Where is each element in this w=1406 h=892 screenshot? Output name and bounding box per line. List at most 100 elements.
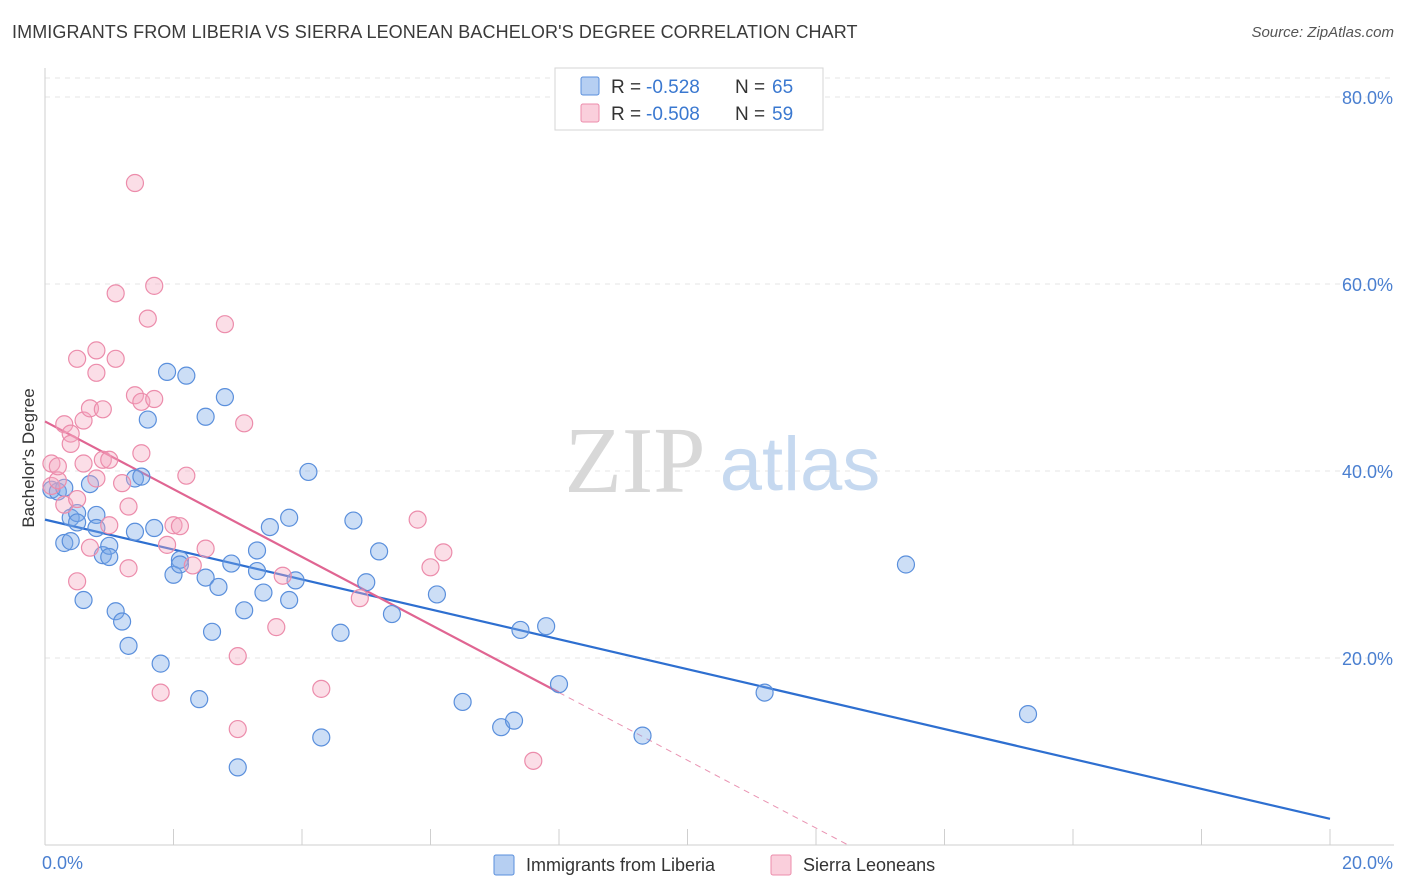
point-liberia-17: [119, 636, 138, 655]
legend-box: [554, 67, 824, 131]
point-sierra-leone-8: [68, 489, 87, 509]
data-points: [42, 173, 1038, 777]
series-legend: Immigrants from Liberia Sierra Leoneans: [493, 854, 935, 876]
legend-n-label-liberia: N =: [735, 77, 765, 98]
gridlines: [45, 77, 1394, 659]
point-sierra-leone-45: [267, 618, 286, 637]
point-liberia-24: [157, 362, 177, 381]
axes: [44, 68, 1394, 846]
point-sierra-leone-38: [177, 466, 196, 485]
point-liberia-25: [164, 565, 183, 584]
point-liberia-16: [112, 612, 132, 631]
point-liberia-47: [331, 623, 350, 642]
trend-lines: [44, 420, 1331, 846]
legend-swatch-liberia: [580, 76, 600, 96]
point-liberia-35: [222, 554, 241, 573]
point-liberia-61: [896, 555, 916, 574]
point-liberia-21: [138, 410, 157, 429]
point-liberia-20: [132, 467, 151, 486]
point-sierra-leone-25: [119, 559, 138, 578]
point-liberia-22: [145, 518, 164, 538]
point-sierra-leone-10: [68, 349, 87, 368]
point-sierra-leone-46: [273, 566, 292, 585]
y-tick-label-20: 20.0%: [1342, 649, 1393, 669]
point-liberia-56: [511, 620, 530, 640]
y-axis-label: Bachelor's Degree: [19, 388, 38, 527]
point-liberia-45: [299, 462, 318, 482]
series-legend-swatch-liberia: [493, 854, 515, 876]
legend-r-label-sierra-leone: R =: [611, 104, 641, 125]
point-sierra-leone-39: [183, 556, 202, 575]
point-liberia-23: [151, 654, 170, 673]
point-sierra-leone-28: [125, 386, 145, 405]
point-sierra-leone-9: [68, 572, 87, 591]
point-sierra-leone-47: [312, 679, 331, 698]
trend-line-liberia: [44, 518, 1331, 820]
point-sierra-leone-26: [119, 497, 138, 516]
legend-r-label-liberia: R =: [611, 77, 641, 98]
trend-line-sierra-leone: [44, 420, 560, 694]
point-liberia-28: [177, 366, 196, 385]
point-sierra-leone-31: [138, 309, 157, 328]
y-tick-label-60: 60.0%: [1342, 275, 1393, 295]
point-sierra-leone-27: [125, 173, 145, 193]
chart-title: IMMIGRANTS FROM LIBERIA VS SIERRA LEONEA…: [12, 22, 858, 42]
series-legend-label-sierra-leone: Sierra Leoneans: [803, 855, 935, 875]
y-tick-labels: 20.0% 40.0% 60.0% 80.0%: [1342, 88, 1393, 669]
legend-r-value-sierra-leone: -0.508: [646, 104, 700, 125]
point-liberia-30: [196, 407, 215, 426]
point-liberia-55: [504, 711, 524, 730]
point-sierra-leone-42: [228, 719, 247, 739]
point-sierra-leone-4: [55, 415, 74, 434]
point-sierra-leone-11: [74, 454, 93, 473]
point-liberia-31: [196, 568, 215, 587]
point-liberia-36: [228, 758, 247, 777]
point-sierra-leone-44: [235, 414, 254, 433]
point-liberia-18: [125, 522, 145, 541]
point-liberia-60: [755, 683, 774, 702]
point-sierra-leone-40: [196, 539, 215, 558]
x-tick-label-20: 20.0%: [1342, 853, 1393, 873]
point-liberia-8: [74, 590, 93, 610]
point-liberia-58: [549, 675, 569, 694]
point-sierra-leone-52: [524, 751, 543, 770]
legend-n-value-liberia: 65: [772, 77, 793, 98]
legend-swatch-sierra-leone: [580, 103, 600, 123]
point-liberia-42: [280, 590, 299, 610]
point-sierra-leone-22: [100, 516, 119, 535]
point-sierra-leone-13: [80, 538, 100, 557]
point-sierra-leone-51: [434, 543, 453, 562]
point-sierra-leone-7: [61, 434, 80, 453]
point-liberia-15: [106, 602, 125, 621]
point-sierra-leone-21: [106, 349, 125, 368]
point-sierra-leone-17: [87, 469, 106, 488]
point-sierra-leone-15: [87, 363, 106, 382]
point-sierra-leone-49: [408, 510, 427, 529]
point-sierra-leone-35: [157, 535, 177, 554]
point-liberia-29: [190, 690, 209, 709]
point-liberia-59: [633, 726, 652, 745]
x-tick-label-0: 0.0%: [42, 853, 83, 873]
point-sierra-leone-6: [61, 424, 80, 443]
legend-n-value-sierra-leone: 59: [772, 104, 793, 125]
point-liberia-33: [209, 577, 228, 597]
point-sierra-leone-23: [106, 284, 125, 303]
point-sierra-leone-41: [215, 315, 234, 334]
point-liberia-46: [312, 728, 331, 747]
correlation-legend: R = -0.528 N = 65 R = -0.508 N = 59: [554, 67, 824, 131]
point-liberia-32: [202, 622, 222, 641]
point-liberia-51: [382, 604, 402, 624]
trend-line-extension-sierra-leone: [558, 692, 849, 846]
point-liberia-10: [87, 505, 106, 525]
point-sierra-leone-20: [100, 450, 119, 469]
x-tick-labels: 0.0% 20.0%: [42, 853, 1393, 873]
legend-r-value-liberia: -0.528: [646, 77, 700, 98]
point-sierra-leone-43: [228, 647, 247, 666]
point-liberia-34: [215, 388, 234, 407]
point-liberia-6: [68, 503, 87, 523]
point-liberia-14: [100, 547, 119, 567]
point-liberia-38: [247, 561, 267, 581]
source-credit: Source: ZipAtlas.com: [1251, 24, 1394, 41]
point-sierra-leone-14: [80, 399, 100, 418]
point-liberia-27: [170, 555, 190, 574]
